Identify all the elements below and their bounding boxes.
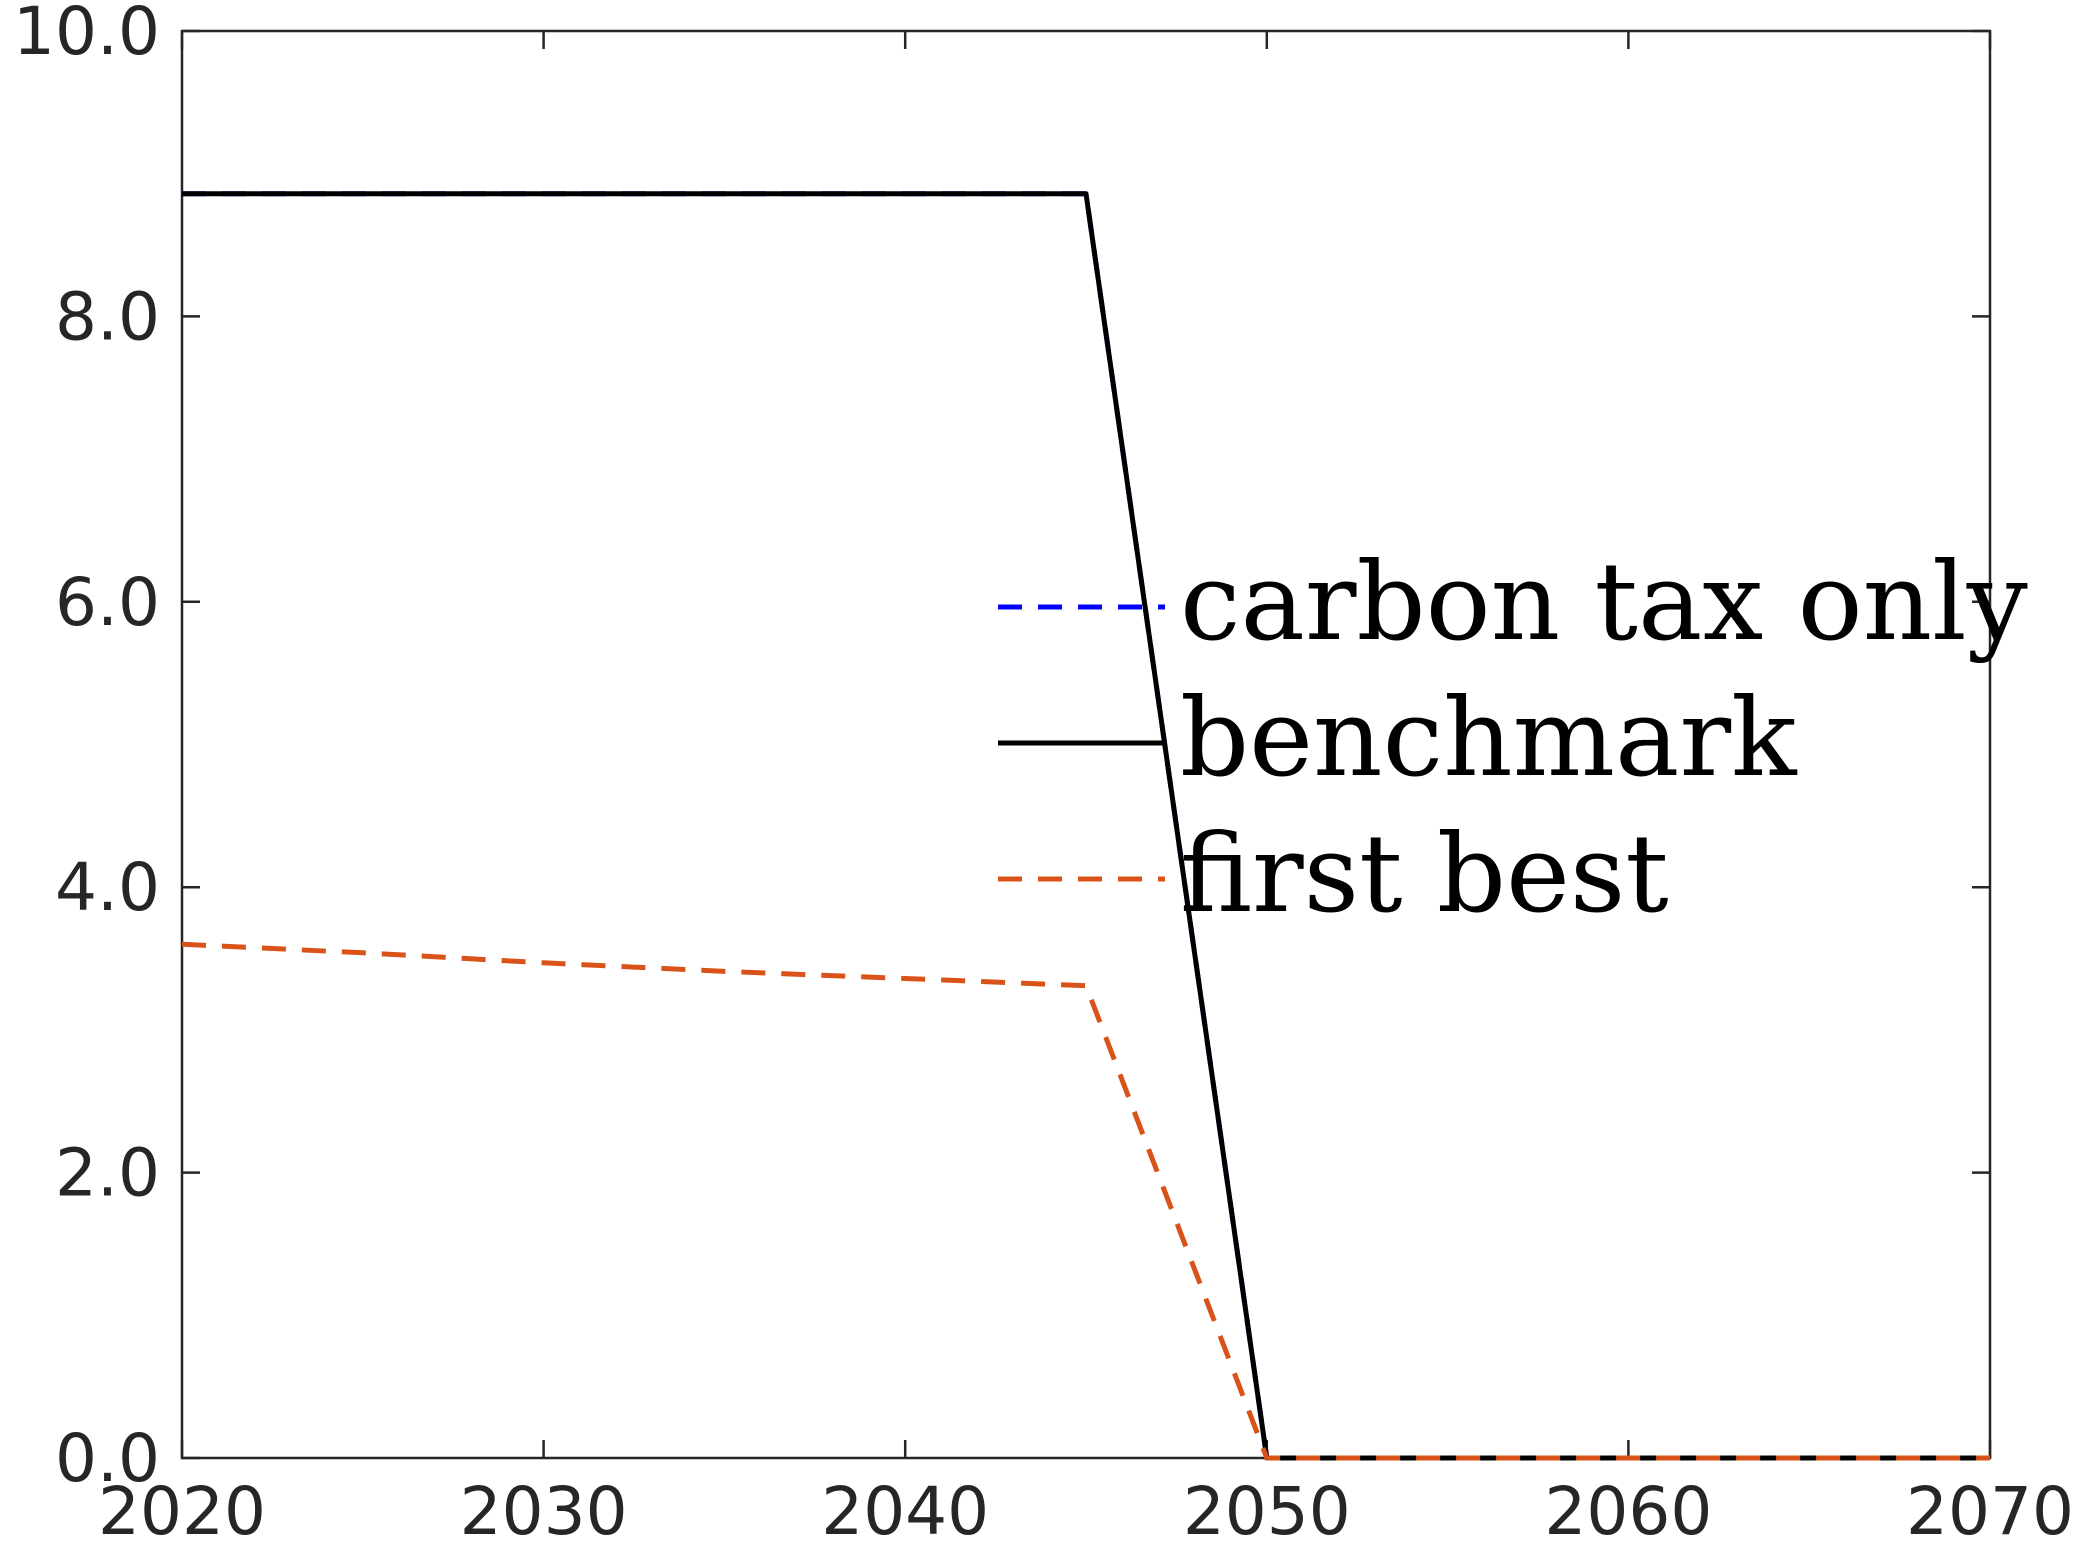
y-tick-label: 10.0	[13, 0, 160, 70]
y-tick-label: 6.0	[55, 564, 160, 641]
x-tick-label: 2040	[821, 1473, 989, 1550]
legend-label-carbon-tax-only: carbon tax only	[1180, 540, 2028, 665]
y-tick-label: 0.0	[55, 1420, 160, 1497]
y-tick-label: 8.0	[55, 278, 160, 355]
legend-label-benchmark: benchmark	[1180, 676, 1798, 801]
legend-label-first-best: first best	[1180, 812, 1669, 937]
x-tick-label: 2030	[460, 1473, 628, 1550]
plot-frame	[180, 29, 1992, 1460]
axes: 2020 2030 2040 2050 2060 2070 0.0 2.0 4.0 6.0 8.0 1…	[13, 0, 2074, 1550]
y-tick-label: 2.0	[55, 1135, 160, 1212]
series-line-benchmark	[182, 191, 1990, 1461]
x-tick-label: 2060	[1544, 1473, 1712, 1550]
series-line-first-best	[181, 941, 1990, 1461]
x-tick-label: 2070	[1906, 1473, 2074, 1550]
x-tick-label: 2050	[1183, 1473, 1351, 1550]
series-lines	[181, 191, 1990, 1461]
y-tick-label: 4.0	[55, 849, 160, 926]
x-tick-label: 2020	[98, 1473, 266, 1550]
